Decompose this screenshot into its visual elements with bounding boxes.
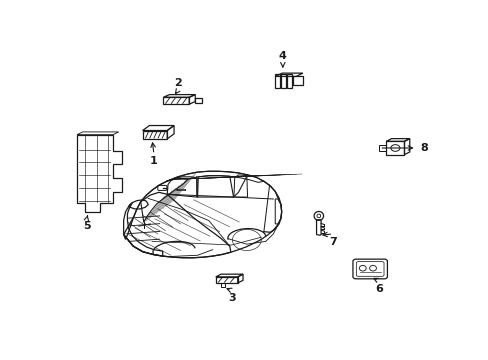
Text: 2: 2 [174,77,182,87]
Text: 4: 4 [278,51,286,61]
Text: 6: 6 [374,284,382,293]
Text: 1: 1 [149,156,157,166]
Text: 8: 8 [420,143,427,153]
Text: 5: 5 [83,221,90,231]
Text: 7: 7 [329,237,336,247]
Text: 3: 3 [227,293,235,303]
